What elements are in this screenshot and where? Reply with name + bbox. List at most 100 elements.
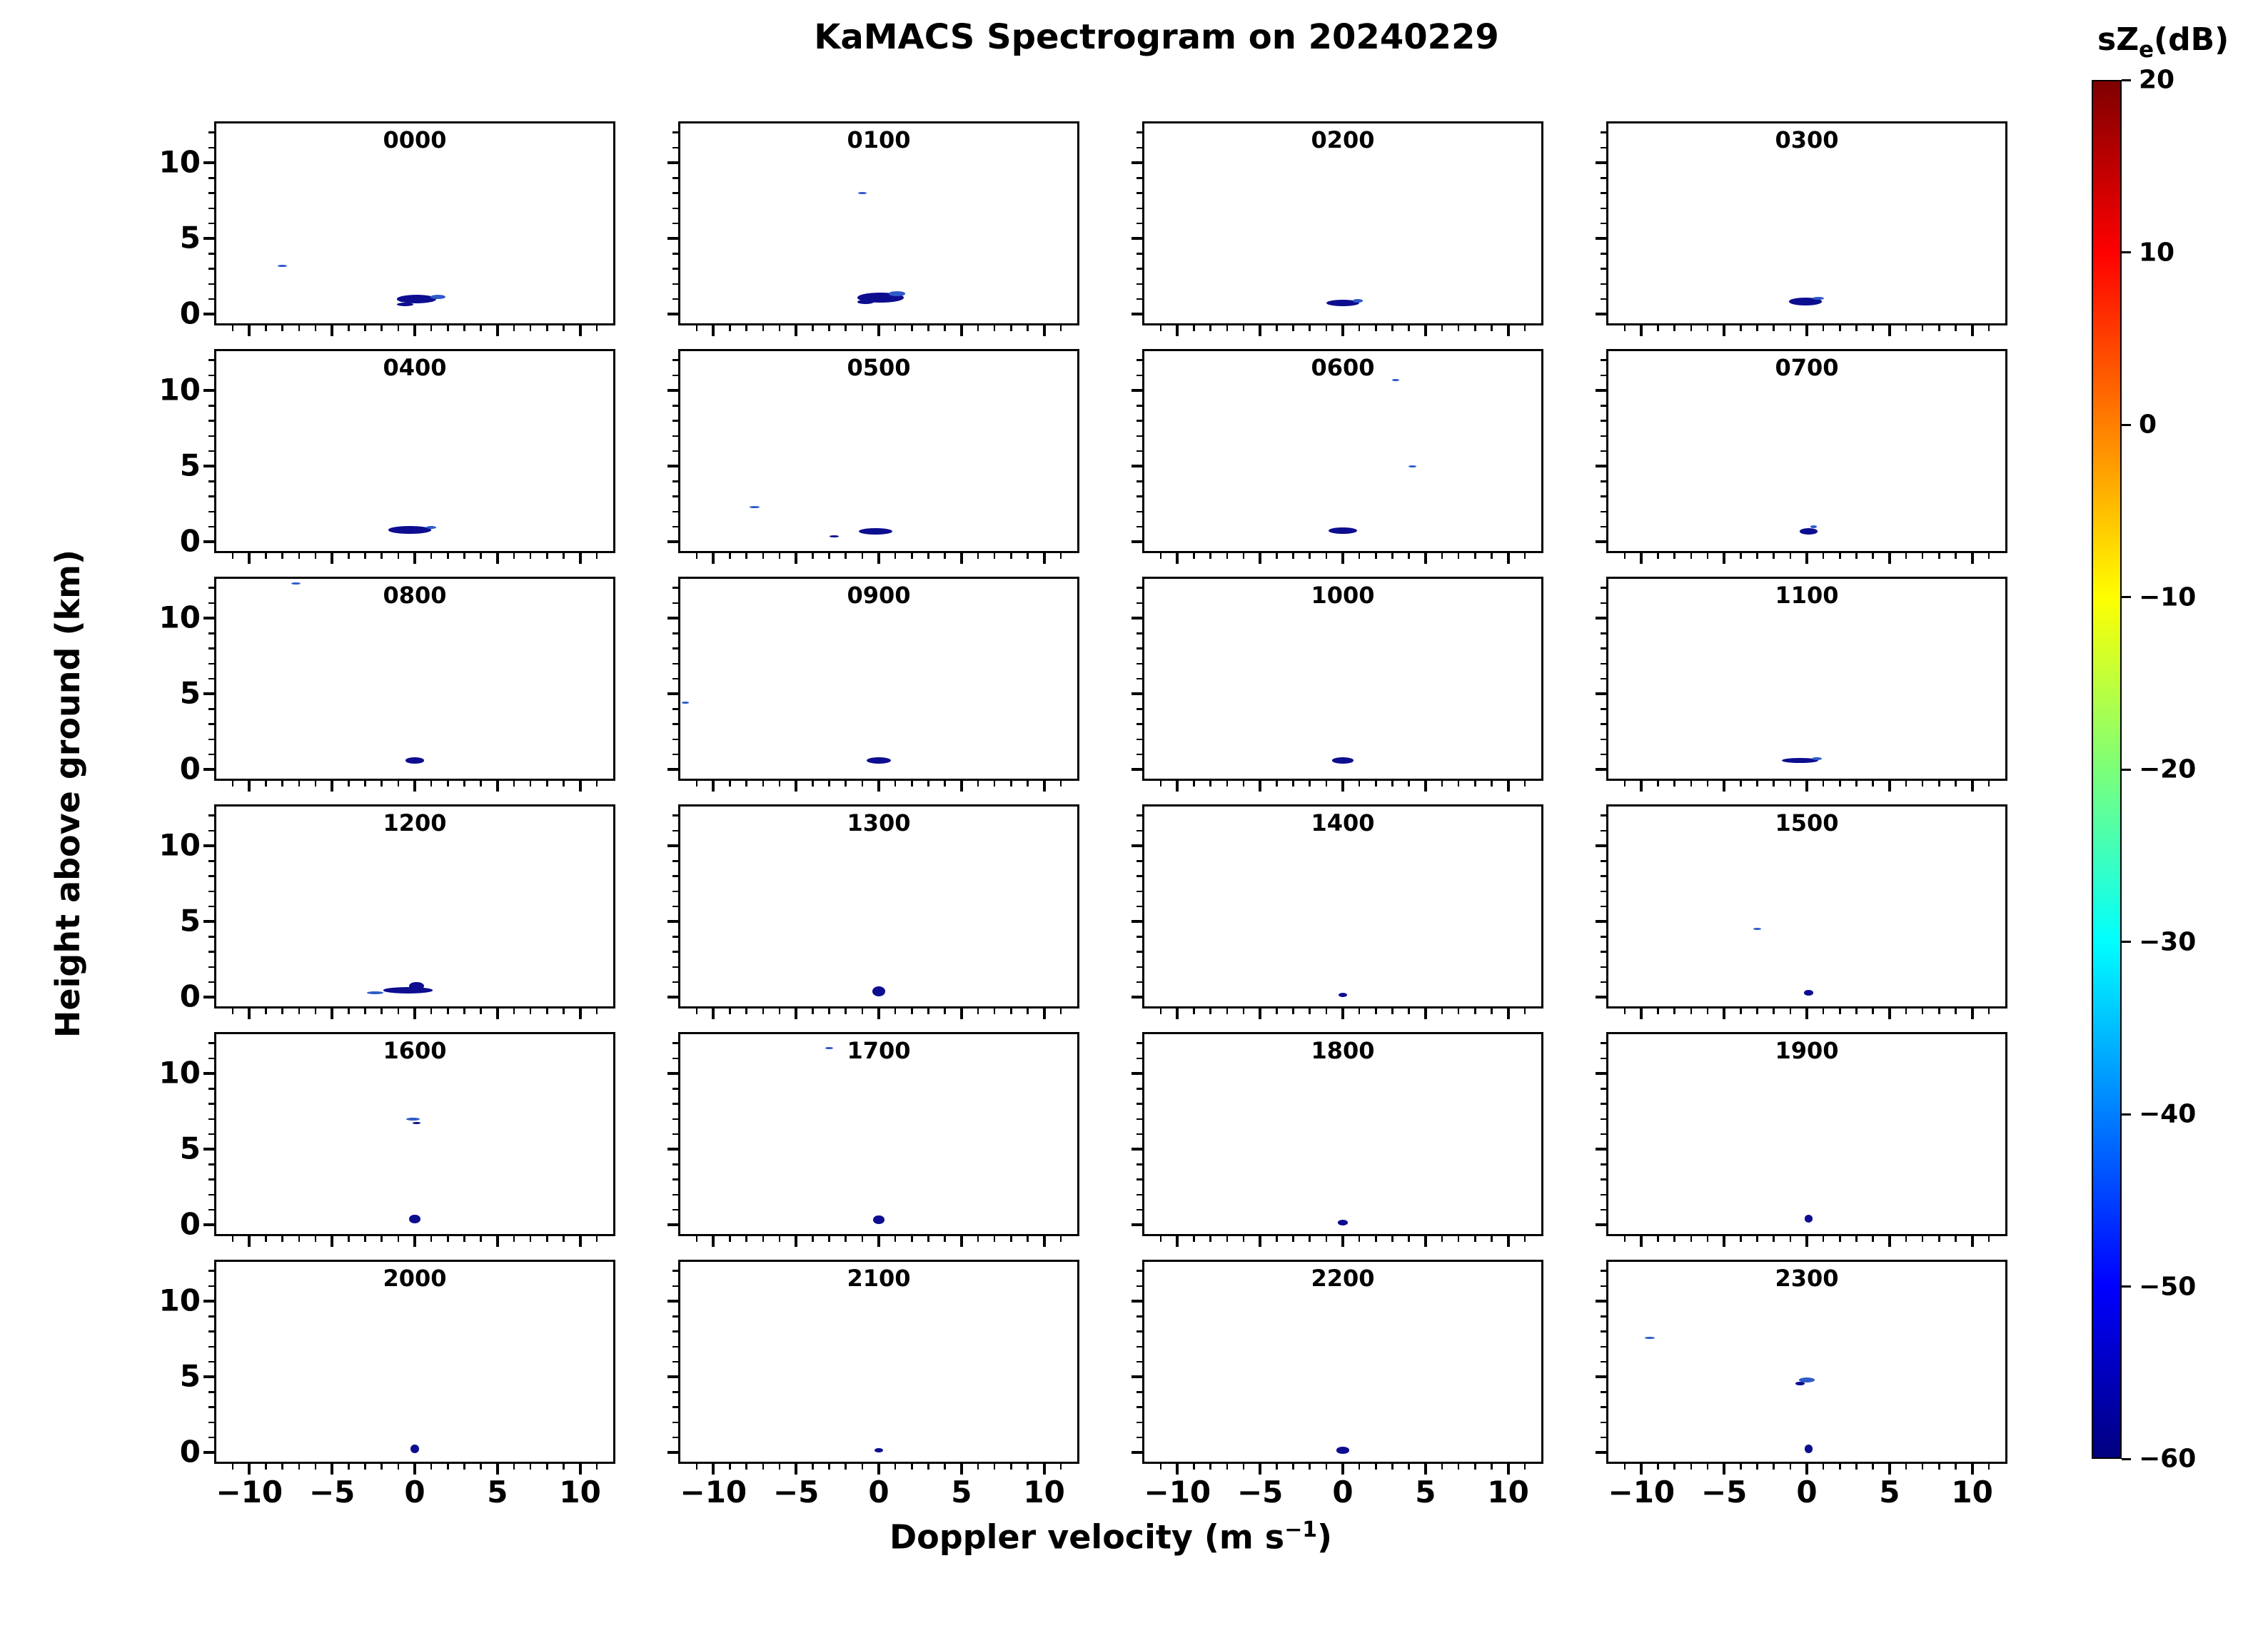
panel-time-label: 1400 xyxy=(1311,809,1375,836)
y-minor-tick xyxy=(1601,253,1606,255)
x-minor-tick xyxy=(1193,325,1195,331)
x-axis-label-suffix: ) xyxy=(1317,1517,1333,1557)
y-minor-tick xyxy=(672,1103,678,1105)
plot-area xyxy=(216,1262,613,1462)
y-minor-tick xyxy=(208,1057,214,1060)
y-minor-tick xyxy=(672,131,678,133)
x-major-tick xyxy=(1506,781,1510,792)
x-minor-tick xyxy=(563,781,565,787)
x-major-tick xyxy=(413,1008,416,1019)
y-minor-tick xyxy=(1601,1436,1606,1439)
y-minor-tick xyxy=(1601,875,1606,877)
x-minor-tick xyxy=(1209,781,1211,787)
x-major-tick xyxy=(959,781,963,792)
plot-area xyxy=(1608,1262,2005,1462)
y-minor-tick xyxy=(1601,1406,1606,1408)
x-minor-tick xyxy=(812,1236,814,1242)
plot-area xyxy=(216,579,613,779)
y-minor-tick xyxy=(208,253,214,255)
x-minor-tick xyxy=(977,325,979,331)
x-minor-tick xyxy=(1375,553,1377,559)
y-major-tick xyxy=(203,844,214,848)
x-tick-label: 5 xyxy=(1415,1475,1436,1510)
y-minor-tick xyxy=(672,632,678,634)
x-major-tick xyxy=(877,1236,880,1247)
x-minor-tick xyxy=(463,781,465,787)
plot-area xyxy=(216,123,613,323)
x-minor-tick xyxy=(1955,553,1957,559)
x-minor-tick xyxy=(977,1236,979,1242)
x-tick-label: 5 xyxy=(487,1475,508,1510)
x-minor-tick xyxy=(1408,1008,1410,1014)
x-major-tick xyxy=(413,781,416,792)
x-minor-tick xyxy=(265,1236,267,1242)
x-major-tick xyxy=(712,1236,715,1247)
y-minor-tick xyxy=(208,177,214,179)
y-minor-tick xyxy=(208,359,214,361)
y-minor-tick xyxy=(672,374,678,377)
y-minor-tick xyxy=(672,829,678,832)
x-minor-tick xyxy=(595,1008,598,1014)
y-tick-label: 10 xyxy=(158,827,201,863)
x-minor-tick xyxy=(314,1008,317,1014)
x-minor-tick xyxy=(1706,1464,1709,1470)
x-minor-tick xyxy=(529,1236,532,1242)
spectrogram-panel-2100: 2100 −10 −5 0 5 10 xyxy=(667,1260,1079,1510)
x-minor-tick xyxy=(595,781,598,787)
y-minor-tick xyxy=(1136,192,1142,194)
x-minor-tick xyxy=(430,325,433,331)
x-minor-tick xyxy=(430,1008,433,1014)
y-minor-tick xyxy=(672,875,678,877)
y-minor-tick xyxy=(1136,587,1142,589)
x-minor-tick xyxy=(927,1008,929,1014)
y-major-tick xyxy=(667,920,678,924)
y-major-tick xyxy=(667,1223,678,1227)
x-minor-tick xyxy=(1391,325,1393,331)
y-minor-tick xyxy=(1136,1193,1142,1196)
y-minor-tick xyxy=(208,738,214,741)
x-minor-tick xyxy=(1441,1236,1443,1242)
y-minor-tick xyxy=(672,1360,678,1363)
x-major-tick xyxy=(712,781,715,792)
x-minor-tick xyxy=(1855,325,1858,331)
y-minor-tick xyxy=(208,1103,214,1105)
plot-area xyxy=(680,579,1077,779)
panel-time-label: 1200 xyxy=(383,809,447,836)
x-minor-tick xyxy=(977,1008,979,1014)
x-minor-tick xyxy=(1706,781,1709,787)
y-minor-tick xyxy=(1136,1345,1142,1348)
x-major-tick xyxy=(1970,1008,1974,1019)
spectral-signal-blob xyxy=(1331,757,1354,764)
x-tick-label: 0 xyxy=(1332,1475,1354,1510)
x-minor-tick xyxy=(364,1236,366,1242)
x-major-tick xyxy=(1423,325,1427,336)
y-major-tick xyxy=(1132,465,1142,468)
x-minor-tick xyxy=(1209,1236,1211,1242)
y-minor-tick xyxy=(1601,222,1606,225)
x-minor-tick xyxy=(1441,781,1443,787)
y-minor-tick xyxy=(208,405,214,407)
spectral-signal-blob xyxy=(291,582,301,585)
y-minor-tick xyxy=(1136,177,1142,179)
y-minor-tick xyxy=(1601,1042,1606,1044)
spectral-signal-blob xyxy=(1408,465,1417,467)
spectrogram-panel-1200: 1200 0 5 10 xyxy=(159,804,615,1019)
x-minor-tick xyxy=(894,553,897,559)
x-minor-tick xyxy=(480,1008,482,1014)
y-minor-tick xyxy=(208,1178,214,1180)
x-minor-tick xyxy=(1855,1236,1858,1242)
x-minor-tick xyxy=(397,553,400,559)
x-minor-tick xyxy=(380,325,383,331)
x-minor-tick xyxy=(778,1008,781,1014)
y-minor-tick xyxy=(672,602,678,605)
x-minor-tick xyxy=(845,1236,847,1242)
x-minor-tick xyxy=(1242,325,1245,331)
y-minor-tick xyxy=(672,192,678,194)
x-minor-tick xyxy=(1027,781,1029,787)
spectral-signal-blob xyxy=(1352,298,1363,303)
y-major-tick xyxy=(203,313,214,316)
x-minor-tick xyxy=(546,781,548,787)
y-tick-label: 5 xyxy=(179,448,201,483)
x-minor-tick xyxy=(364,325,366,331)
x-minor-tick xyxy=(1839,1464,1841,1470)
